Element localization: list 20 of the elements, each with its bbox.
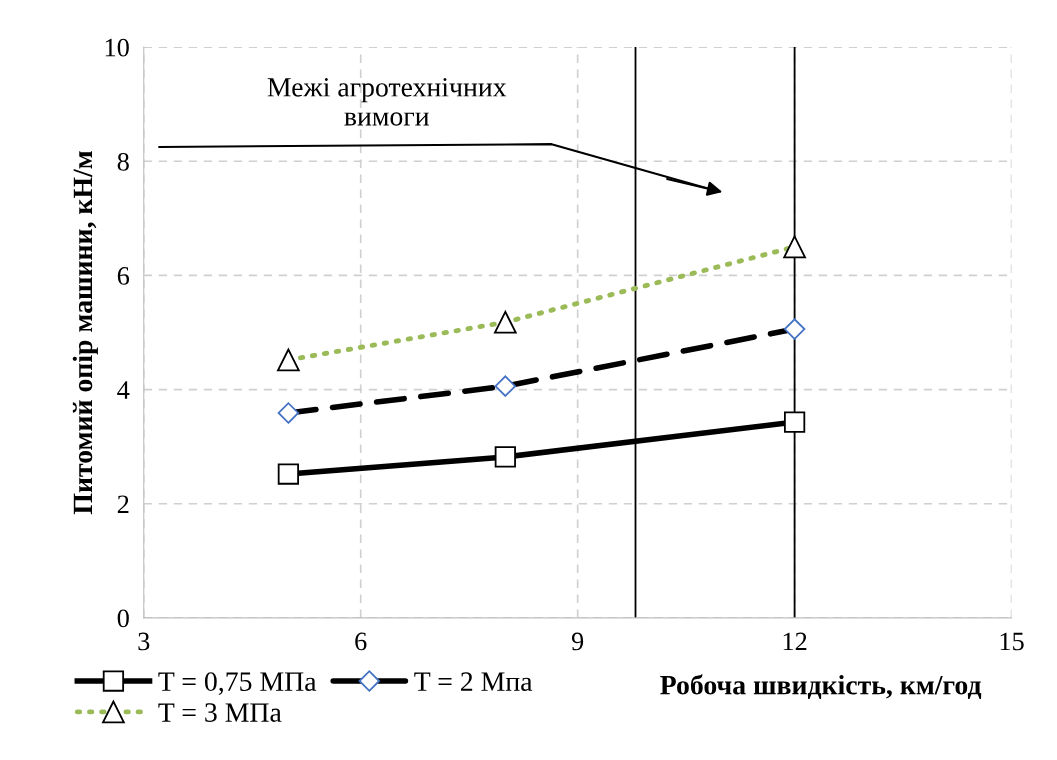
legend-label: T = 3 МПа bbox=[158, 703, 282, 722]
legend-label: T = 2 Мпа bbox=[414, 672, 533, 692]
point bbox=[277, 463, 300, 485]
x-axis-title: Робоча швидкість, км/год bbox=[660, 674, 982, 700]
x-tick-label: 6 bbox=[355, 632, 367, 651]
y-tick-label: 6 bbox=[117, 267, 130, 285]
legend-label: T = 0,75 МПа bbox=[158, 672, 317, 695]
x-tick-label: 12 bbox=[783, 632, 807, 651]
point bbox=[494, 446, 516, 468]
y-axis-title: Питомий опір машини, кН/м bbox=[72, 151, 98, 515]
x-tick-label: 15 bbox=[1000, 632, 1024, 651]
x-tick-label: 3 bbox=[138, 632, 150, 651]
point bbox=[783, 411, 806, 433]
y-tick-label: 4 bbox=[117, 381, 130, 399]
x-tick-label: 9 bbox=[571, 632, 584, 651]
y-tick-label: 2 bbox=[117, 495, 129, 513]
y-tick-label: 10 bbox=[105, 38, 129, 57]
y-tick-label: 8 bbox=[117, 152, 129, 171]
annotation: Межі агротехнічних вимоги bbox=[267, 77, 507, 126]
y-tick-label: 0 bbox=[117, 609, 129, 628]
